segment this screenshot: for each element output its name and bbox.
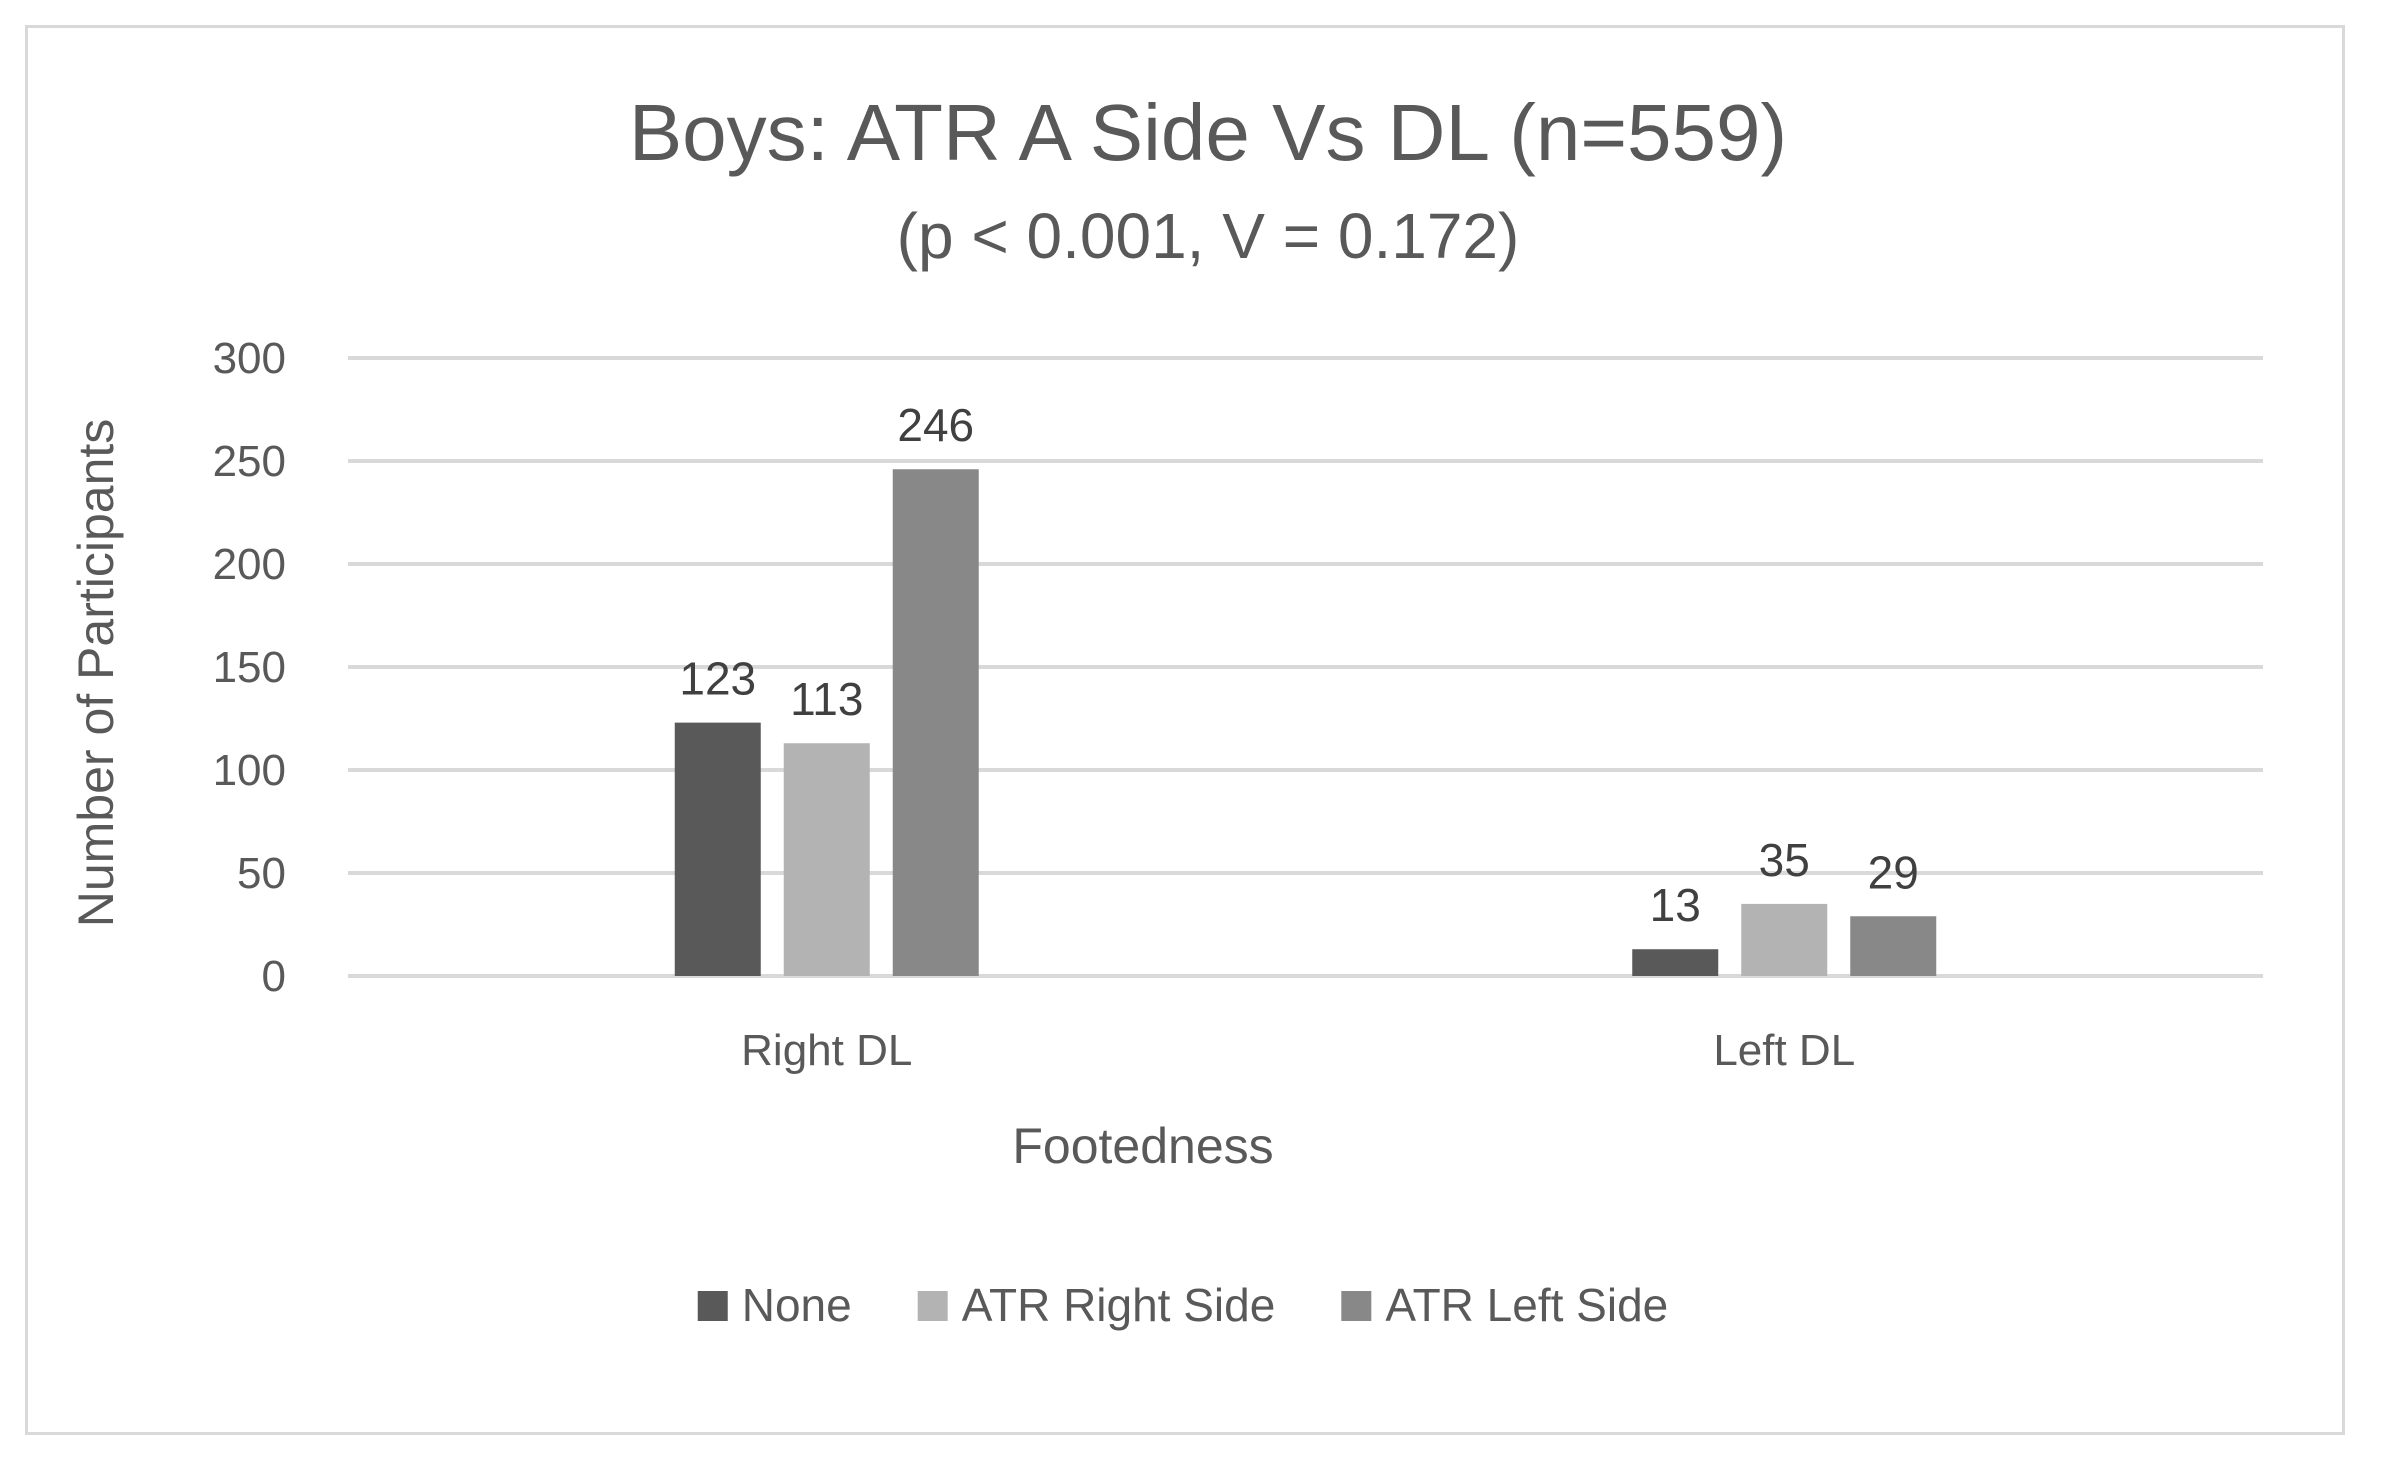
- gridlines: [348, 356, 2263, 978]
- bars: [674, 469, 1937, 976]
- legend-label: None: [742, 1279, 852, 1331]
- chart-svg: Boys: ATR A Side Vs DL (n=559) (p < 0.00…: [68, 88, 2263, 1331]
- data-label: 113: [790, 673, 863, 725]
- y-axis-title: Number of Participants: [68, 419, 124, 928]
- chart-frame: Boys: ATR A Side Vs DL (n=559) (p < 0.00…: [25, 25, 2345, 1435]
- bar: [892, 469, 979, 976]
- data-label: 29: [1868, 846, 1919, 898]
- legend-swatch: [917, 1291, 948, 1321]
- y-tick-label: 0: [262, 952, 286, 1001]
- data-label: 246: [897, 399, 974, 451]
- x-axis-title: Footedness: [1012, 1118, 1273, 1174]
- x-tick-label: Right DL: [741, 1026, 912, 1075]
- chart-subtitle: (p < 0.001, V = 0.172): [897, 200, 1520, 272]
- bar: [1632, 949, 1719, 976]
- y-tick-label: 100: [213, 746, 286, 795]
- chart-title: Boys: ATR A Side Vs DL (n=559): [629, 88, 1787, 177]
- x-axis-ticks: Right DL Left DL: [741, 1026, 1855, 1075]
- bar: [1741, 903, 1828, 976]
- bar: [674, 722, 761, 976]
- legend-label: ATR Left Side: [1385, 1279, 1668, 1331]
- data-label: 35: [1759, 834, 1810, 886]
- legend: None ATR Right Side ATR Left Side: [697, 1279, 1668, 1331]
- x-tick-label: Left DL: [1713, 1026, 1855, 1075]
- y-axis-ticks: 0 50 100 150 200 250 300: [213, 334, 286, 1001]
- legend-swatch: [1341, 1291, 1372, 1321]
- y-tick-label: 150: [213, 643, 286, 692]
- y-tick-label: 200: [213, 540, 286, 589]
- y-tick-label: 250: [213, 437, 286, 486]
- bar: [783, 743, 870, 976]
- data-labels: 123 113 246 13 35 29: [679, 399, 1918, 931]
- data-label: 123: [679, 653, 756, 705]
- data-label: 13: [1650, 879, 1701, 931]
- y-tick-label: 50: [237, 849, 286, 898]
- bar: [1850, 916, 1937, 976]
- legend-label: ATR Right Side: [962, 1279, 1276, 1331]
- legend-swatch: [697, 1291, 728, 1321]
- y-tick-label: 300: [213, 334, 286, 383]
